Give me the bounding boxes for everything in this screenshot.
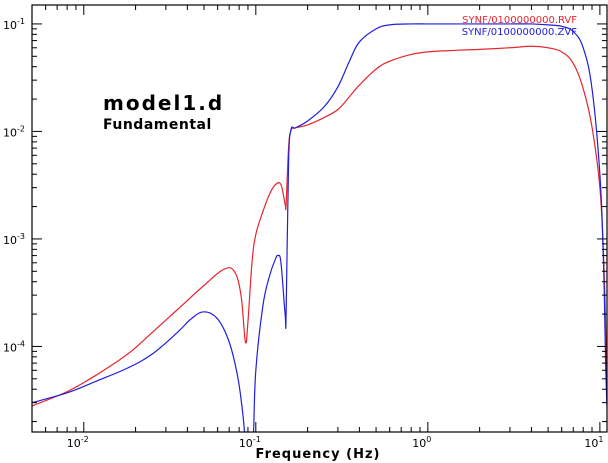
- y-tick-label-exp: -3: [17, 232, 25, 241]
- y-tick-label: 10-3: [3, 232, 25, 247]
- plot-frame: [31, 4, 608, 433]
- x-tick-label: 10-2: [67, 435, 89, 450]
- y-tick-labels: 10-410-310-210-1: [3, 17, 25, 355]
- x-tick-label: 100: [412, 435, 431, 450]
- y-tick-label: 10-2: [3, 124, 25, 139]
- y-tick-label-base: 10: [3, 126, 17, 139]
- y-tick-label-base: 10: [3, 19, 17, 32]
- x-axis-label: Frequency (Hz): [256, 447, 381, 462]
- x-tick-label: 10-1: [239, 435, 261, 450]
- chart-title: model1.d: [103, 91, 224, 115]
- series-line-1: [32, 23, 607, 432]
- x-tick-label-exp: -1: [253, 435, 261, 444]
- legend-entry-rvf: SYNF/0100000000.RVF: [462, 15, 577, 26]
- y-tick-label: 10-1: [3, 17, 25, 32]
- series-layer: [32, 23, 607, 432]
- x-tick-label-exp: 1: [598, 435, 603, 444]
- x-tick-label-base: 10: [67, 437, 81, 450]
- y-tick-label: 10-4: [3, 339, 25, 354]
- y-tick-label-exp: -2: [17, 124, 25, 133]
- x-tick-label-base: 10: [584, 437, 598, 450]
- y-tick-label-exp: -1: [17, 17, 25, 26]
- y-tick-label-base: 10: [3, 234, 17, 247]
- x-tick-label-base: 10: [239, 437, 253, 450]
- y-tick-label-exp: -4: [17, 339, 25, 348]
- x-tick-label: 101: [584, 435, 603, 450]
- x-tick-label-base: 10: [412, 437, 426, 450]
- x-tick-label-exp: -2: [81, 435, 89, 444]
- legend-entry-zvf: SYNF/0100000000.ZVF: [462, 27, 578, 38]
- x-tick-label-exp: 0: [426, 435, 431, 444]
- chart-subtitle: Fundamental: [103, 117, 212, 133]
- plot-area: [32, 5, 607, 432]
- ticks-layer: [31, 5, 607, 432]
- y-tick-label-base: 10: [3, 341, 17, 354]
- x-tick-labels: 10-2 10-1 100 101: [67, 435, 604, 450]
